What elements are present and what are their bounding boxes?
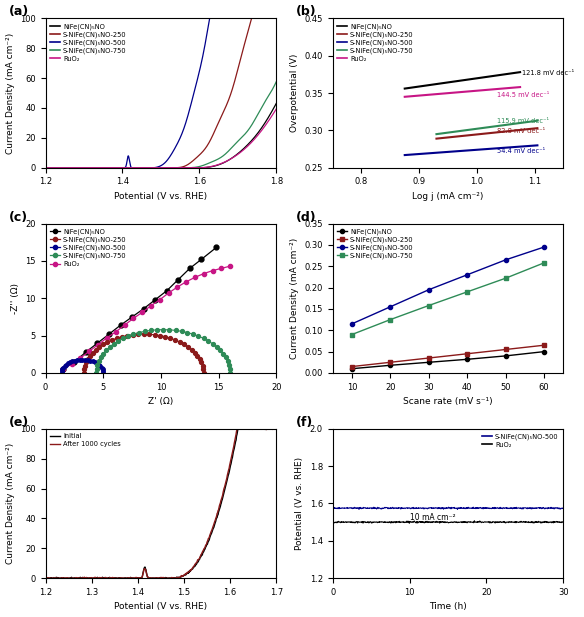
Initial xyxy=(168,574,175,582)
After 1000 cycles xyxy=(42,574,49,581)
Text: (b): (b) xyxy=(296,6,317,19)
After 1000 cycles xyxy=(168,574,175,582)
After 1000 cycles xyxy=(232,435,239,442)
Text: (e): (e) xyxy=(9,416,29,429)
After 1000 cycles xyxy=(268,425,275,433)
X-axis label: Potential (V vs. RHE): Potential (V vs. RHE) xyxy=(114,602,207,611)
Initial xyxy=(154,574,161,582)
After 1000 cycles xyxy=(273,425,280,433)
After 1000 cycles xyxy=(43,574,50,582)
Text: 144.5 mV dec⁻¹: 144.5 mV dec⁻¹ xyxy=(497,92,550,97)
Legend: NiFe(CN)₅NO, S-NiFe(CN)₅NO-250, S-NiFe(CN)₅NO-500, S-NiFe(CN)₅NO-750, RuO₂: NiFe(CN)₅NO, S-NiFe(CN)₅NO-250, S-NiFe(C… xyxy=(336,22,415,63)
Text: (a): (a) xyxy=(9,6,29,19)
After 1000 cycles xyxy=(154,574,161,582)
X-axis label: Z' (Ω): Z' (Ω) xyxy=(148,397,173,406)
X-axis label: Time (h): Time (h) xyxy=(429,602,467,611)
Line: Initial: Initial xyxy=(46,429,276,578)
Text: 82.8 mV dec⁻¹: 82.8 mV dec⁻¹ xyxy=(497,128,545,135)
Legend: S-NiFe(CN)₅NO-500, RuO₂: S-NiFe(CN)₅NO-500, RuO₂ xyxy=(481,432,560,449)
Legend: NiFe(CN)₅NO, S-NiFe(CN)₅NO-250, S-NiFe(CN)₅NO-500, S-NiFe(CN)₅NO-750: NiFe(CN)₅NO, S-NiFe(CN)₅NO-250, S-NiFe(C… xyxy=(336,227,415,260)
Text: 121.8 mV dec⁻¹: 121.8 mV dec⁻¹ xyxy=(522,70,574,76)
Initial xyxy=(232,440,239,447)
Line: After 1000 cycles: After 1000 cycles xyxy=(46,429,276,578)
Text: 54.4 mV dec⁻¹: 54.4 mV dec⁻¹ xyxy=(497,148,545,154)
Legend: NiFe(CN)₅NO, S-NiFe(CN)₅NO-250, S-NiFe(CN)₅NO-500, S-NiFe(CN)₅NO-750, RuO₂: NiFe(CN)₅NO, S-NiFe(CN)₅NO-250, S-NiFe(C… xyxy=(49,22,128,63)
Initial xyxy=(235,425,242,433)
X-axis label: Log j (mA cm⁻²): Log j (mA cm⁻²) xyxy=(412,192,484,201)
Text: (d): (d) xyxy=(296,210,317,223)
Text: 10 mA cm⁻²: 10 mA cm⁻² xyxy=(409,513,455,521)
Y-axis label: Current Density (mA cm⁻²): Current Density (mA cm⁻²) xyxy=(290,238,299,359)
Legend: NiFe(CN)₅NO, S-NiFe(CN)₅NO-250, S-NiFe(CN)₅NO-500, S-NiFe(CN)₅NO-750, RuO₂: NiFe(CN)₅NO, S-NiFe(CN)₅NO-250, S-NiFe(C… xyxy=(49,227,128,268)
After 1000 cycles xyxy=(234,425,241,433)
X-axis label: Scane rate (mV s⁻¹): Scane rate (mV s⁻¹) xyxy=(403,397,493,406)
Y-axis label: Current Density (mA cm⁻²): Current Density (mA cm⁻²) xyxy=(6,443,15,564)
Initial xyxy=(180,572,187,579)
Initial xyxy=(273,425,280,433)
Legend: Initial, After 1000 cycles: Initial, After 1000 cycles xyxy=(49,432,122,449)
Initial xyxy=(268,425,275,433)
X-axis label: Potential (V vs. RHE): Potential (V vs. RHE) xyxy=(114,192,207,201)
Initial xyxy=(43,574,50,582)
Initial xyxy=(152,574,159,582)
Text: 115.9 mV dec⁻¹: 115.9 mV dec⁻¹ xyxy=(497,118,549,124)
After 1000 cycles xyxy=(180,573,187,580)
Y-axis label: Potential (V vs. RHE): Potential (V vs. RHE) xyxy=(295,457,304,550)
After 1000 cycles xyxy=(152,574,159,582)
Y-axis label: -Z'' (Ω): -Z'' (Ω) xyxy=(11,283,20,314)
Text: (f): (f) xyxy=(296,416,313,429)
Text: (c): (c) xyxy=(9,210,28,223)
Y-axis label: Current Density (mA cm⁻²): Current Density (mA cm⁻²) xyxy=(6,33,15,154)
Initial xyxy=(42,574,49,581)
Y-axis label: Overpotential (V): Overpotential (V) xyxy=(290,54,299,132)
